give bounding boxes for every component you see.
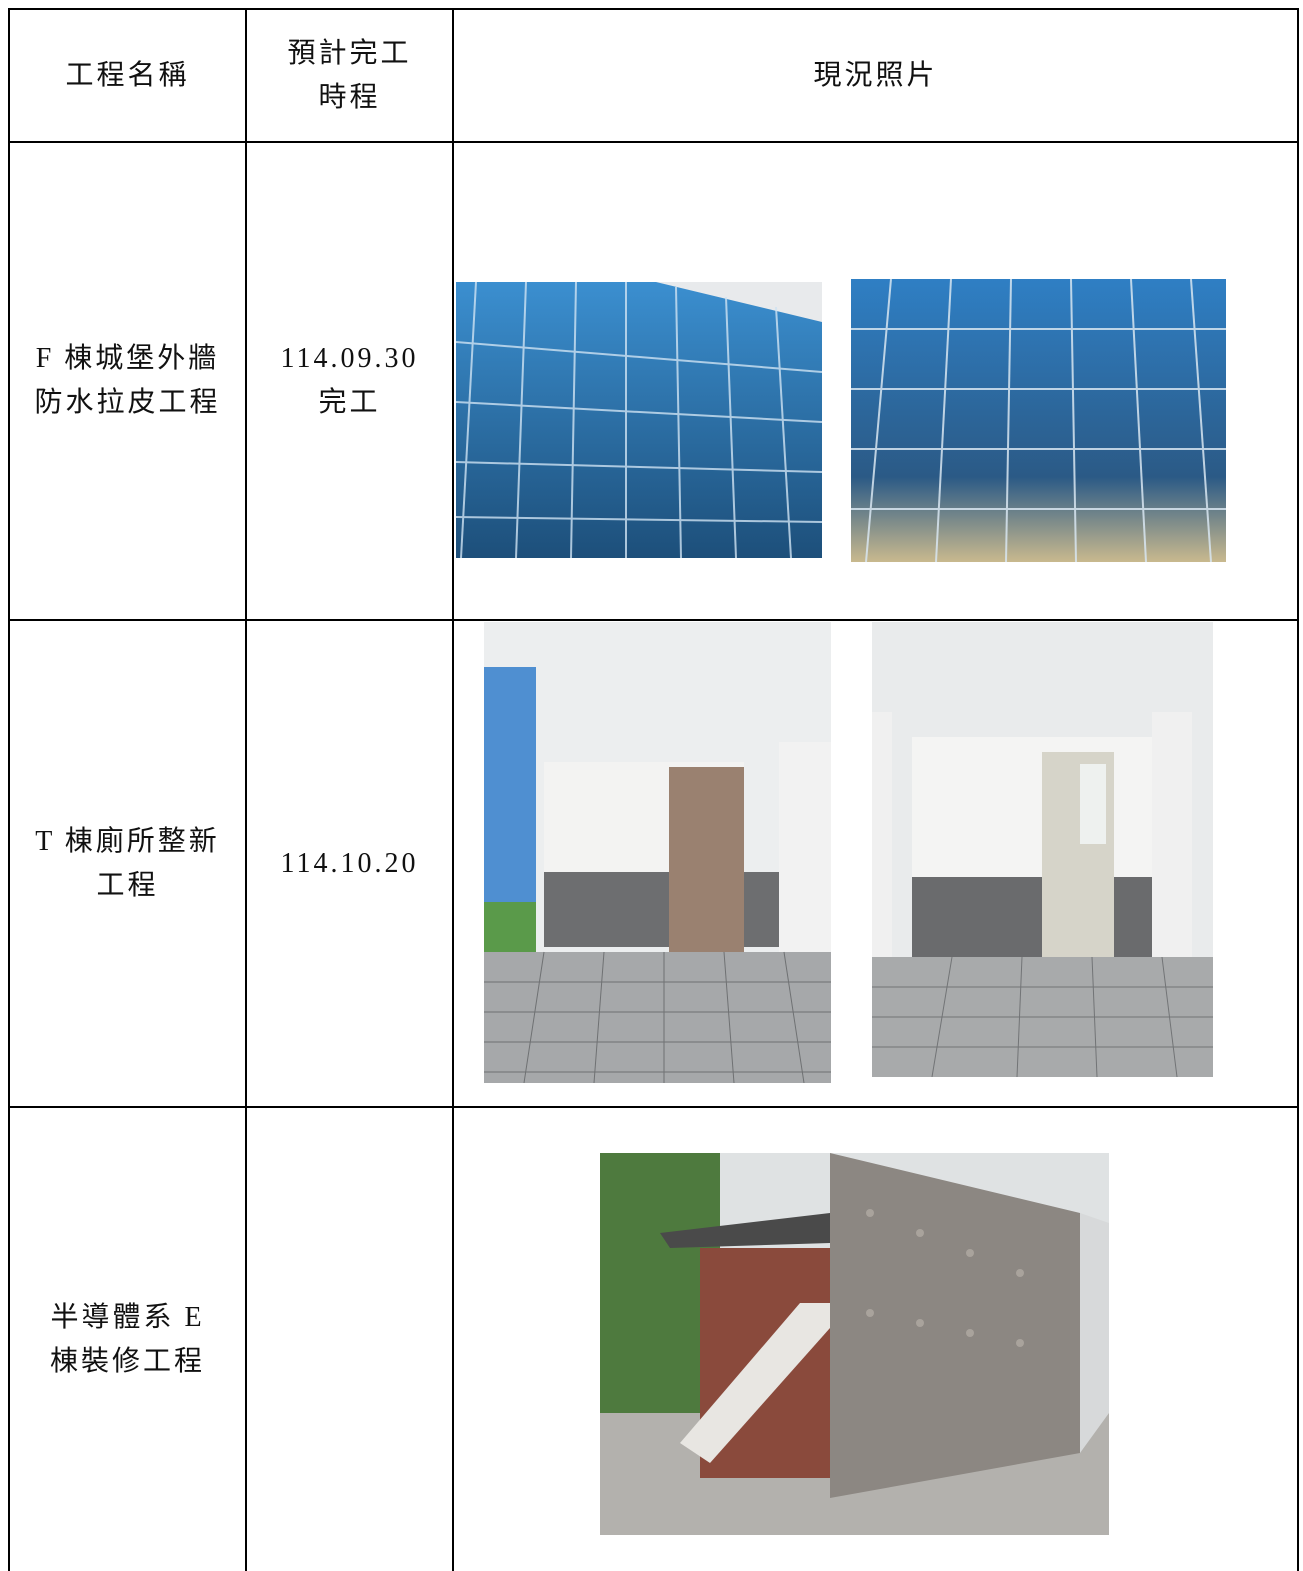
text-line: T 棟廁所整新 bbox=[35, 825, 220, 857]
photo bbox=[851, 279, 1226, 562]
text-line: 半導體系 E bbox=[50, 1301, 205, 1333]
photo bbox=[872, 622, 1213, 1077]
project-name: 半導體系 E 棟裝修工程 bbox=[10, 1108, 245, 1571]
column-divider bbox=[245, 8, 247, 1571]
header-cell: 工程名稱 bbox=[10, 10, 245, 141]
text-line: 防水拉皮工程 bbox=[34, 387, 221, 418]
column-divider bbox=[452, 8, 454, 1571]
header-cell: 預計完工 時程 bbox=[247, 10, 452, 141]
text-line: 完工 bbox=[318, 387, 381, 418]
photo bbox=[600, 1153, 1109, 1535]
header-text: 工程名稱 bbox=[65, 59, 190, 91]
row-divider bbox=[8, 1106, 1299, 1108]
row-divider bbox=[8, 619, 1299, 621]
header-cell: 現況照片 bbox=[454, 10, 1297, 141]
header-text: 現況照片 bbox=[813, 59, 938, 91]
row-divider bbox=[8, 141, 1299, 143]
table-border bbox=[1297, 8, 1299, 1571]
text-line: 工程 bbox=[96, 869, 159, 901]
project-name: F 棟城堡外牆 防水拉皮工程 bbox=[10, 143, 245, 619]
schedule: 114.09.30 完工 bbox=[247, 143, 452, 619]
text-line: 棟裝修工程 bbox=[49, 1345, 205, 1377]
text-line: 114.10.20 bbox=[280, 847, 419, 879]
schedule: 114.10.20 bbox=[247, 621, 452, 1106]
table-border bbox=[8, 8, 1299, 10]
header-text: 時程 bbox=[318, 81, 381, 113]
text-line: 114.09.30 bbox=[280, 343, 419, 374]
photo bbox=[456, 282, 822, 558]
photo bbox=[484, 622, 831, 1083]
table-border bbox=[8, 8, 10, 1571]
header-text: 預計完工 bbox=[287, 37, 412, 69]
text-line: F 棟城堡外牆 bbox=[35, 343, 220, 374]
project-name: T 棟廁所整新 工程 bbox=[10, 621, 245, 1106]
